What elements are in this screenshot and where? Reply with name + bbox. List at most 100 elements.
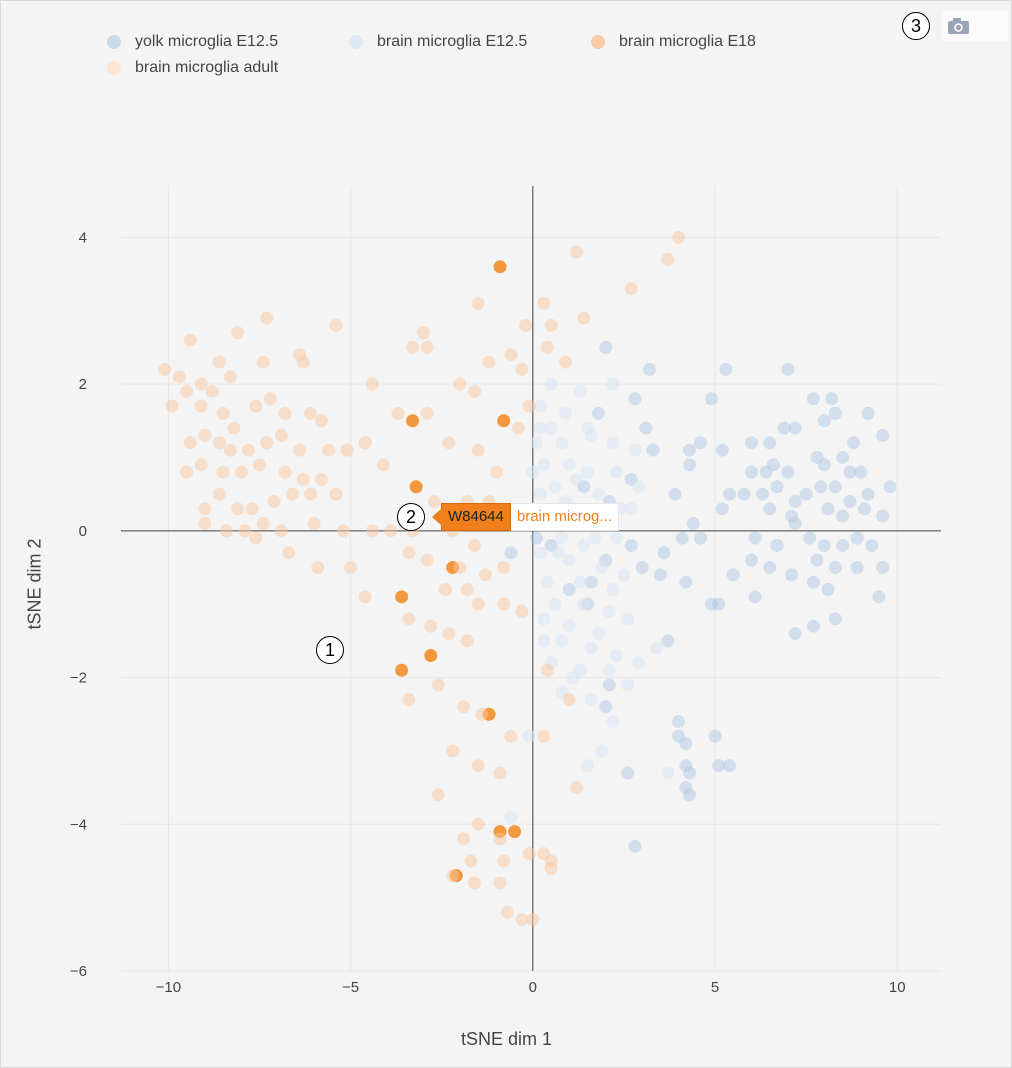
data-point	[704, 392, 718, 406]
data-point	[442, 436, 456, 450]
data-point	[617, 568, 631, 582]
data-point	[632, 480, 646, 494]
data-point	[595, 560, 609, 574]
data-point	[763, 502, 777, 516]
data-point	[748, 531, 762, 545]
data-point	[165, 399, 179, 413]
data-point	[457, 700, 471, 714]
x-tick-label: 5	[711, 979, 719, 996]
data-point	[329, 318, 343, 332]
data-point	[460, 634, 474, 648]
data-point	[227, 421, 241, 435]
data-point	[857, 502, 871, 516]
data-point	[577, 311, 591, 325]
data-point	[825, 392, 839, 406]
data-point	[267, 494, 281, 508]
legend-item-yolk-e12-5[interactable]: yolk microglia E12.5	[107, 33, 278, 51]
data-point	[679, 759, 693, 773]
data-point	[847, 436, 861, 450]
data-point	[588, 531, 602, 545]
legend-item-brain-e12-5[interactable]: brain microglia E12.5	[349, 33, 527, 51]
data-point	[723, 487, 737, 501]
data-point	[759, 465, 773, 479]
data-point	[172, 370, 186, 384]
data-point	[329, 487, 343, 501]
data-point	[497, 597, 511, 611]
data-point	[504, 546, 518, 560]
data-point	[850, 531, 864, 545]
data-point	[402, 693, 416, 707]
data-point	[526, 913, 540, 927]
data-point	[624, 282, 638, 296]
data-point	[850, 560, 864, 574]
callout-1: 1	[316, 636, 344, 664]
data-point	[861, 406, 875, 420]
data-point	[744, 436, 758, 450]
data-point	[683, 443, 697, 457]
callout-3: 3	[902, 12, 930, 40]
data-point	[642, 362, 656, 376]
data-point	[708, 729, 722, 743]
data-point	[537, 634, 551, 648]
legend-item-brain-adult[interactable]: brain microglia adult	[107, 59, 278, 77]
data-point	[424, 649, 438, 663]
data-point	[424, 619, 438, 633]
data-point	[256, 355, 270, 369]
data-point	[766, 458, 780, 472]
data-point	[686, 516, 700, 530]
data-point	[500, 905, 514, 919]
data-point	[591, 487, 605, 501]
data-point	[260, 311, 274, 325]
data-point	[726, 568, 740, 582]
data-point	[340, 443, 354, 457]
y-tick-label: 2	[79, 376, 87, 393]
data-point	[540, 340, 554, 354]
data-point	[788, 627, 802, 641]
data-point	[504, 348, 518, 362]
data-point	[624, 538, 638, 552]
data-point	[555, 634, 569, 648]
data-point	[580, 759, 594, 773]
data-point	[471, 443, 485, 457]
y-tick-label: 4	[79, 229, 87, 246]
legend-item-brain-e18[interactable]: brain microglia E18	[591, 33, 756, 51]
data-point	[446, 869, 460, 883]
data-point	[836, 538, 850, 552]
legend-marker	[591, 35, 605, 49]
x-axis-title: tSNE dim 1	[461, 1029, 553, 1049]
data-point	[781, 362, 795, 376]
data-point	[712, 597, 726, 611]
data-point	[650, 641, 664, 655]
x-tick-label: −5	[342, 979, 359, 996]
data-point	[810, 450, 824, 464]
data-point	[570, 781, 584, 795]
data-point	[198, 428, 212, 442]
data-point	[555, 436, 569, 450]
camera-button[interactable]	[942, 11, 1008, 41]
data-point	[628, 443, 642, 457]
data-point	[672, 715, 686, 729]
data-point	[194, 458, 208, 472]
data-point	[314, 472, 328, 486]
data-point	[533, 399, 547, 413]
data-point	[471, 296, 485, 310]
data-point	[602, 663, 616, 677]
data-point	[274, 428, 288, 442]
data-point	[296, 355, 310, 369]
y-axis-title: tSNE dim 2	[24, 538, 45, 630]
data-point	[836, 450, 850, 464]
data-point	[526, 465, 540, 479]
data-point	[602, 605, 616, 619]
data-point	[427, 494, 441, 508]
data-point	[748, 590, 762, 604]
data-point	[599, 700, 613, 714]
data-point	[606, 377, 620, 391]
data-point	[595, 744, 609, 758]
data-point	[216, 465, 230, 479]
data-point	[661, 252, 675, 266]
camera-icon	[948, 18, 969, 34]
data-point	[406, 414, 420, 428]
data-point	[635, 560, 649, 574]
data-point	[843, 494, 857, 508]
